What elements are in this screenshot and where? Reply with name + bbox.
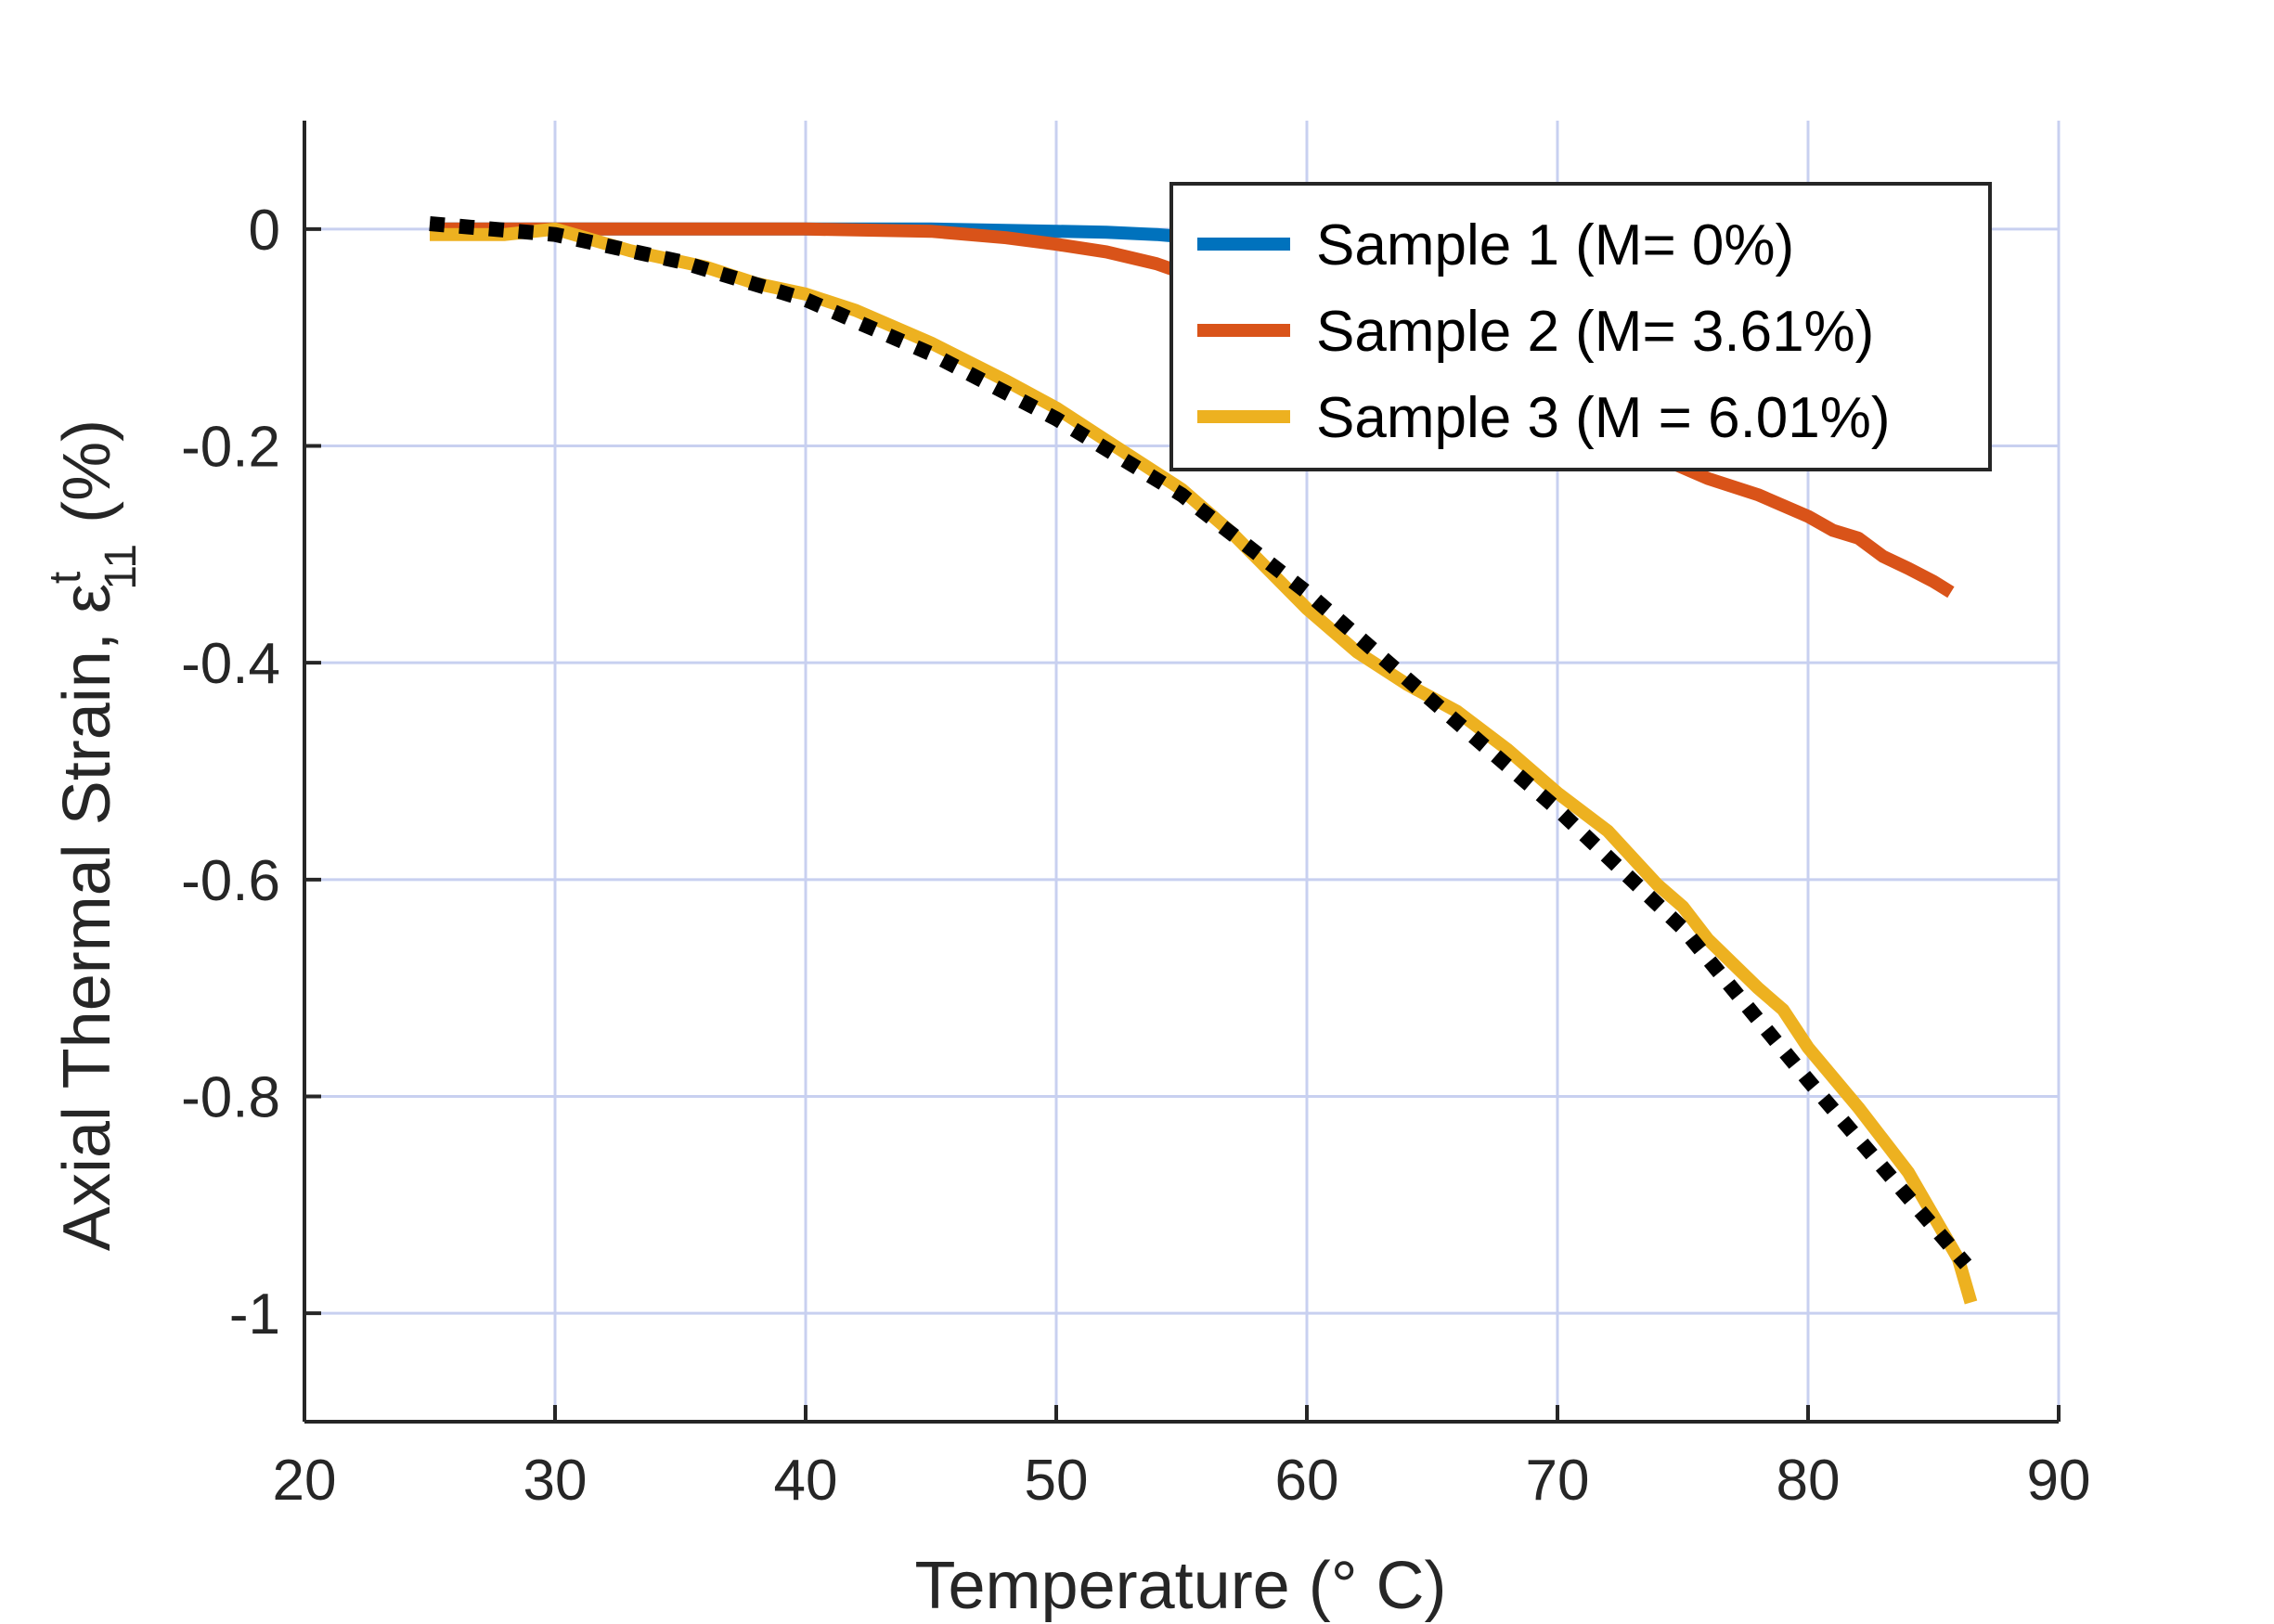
tick-labels: 20 30 40 50 60 70 80 90 0 -0.2 -0.4 -0.6 -0.8 -1: [181, 199, 2090, 1513]
axes: [303, 121, 2061, 1424]
legend-label-3: Sample 3 (M = 6.01%): [1316, 386, 1891, 450]
legend-label-1: Sample 1 (M= 0%): [1316, 213, 1794, 277]
y-tick-label: -0.2: [181, 416, 280, 480]
y-axis-title-sub: 11: [97, 544, 146, 590]
y-axis-title-main: Axial Thermal Strain, ε: [50, 584, 124, 1251]
x-tick-label: 90: [2027, 1449, 2091, 1513]
y-axis-title-sup: t: [41, 572, 90, 584]
legend-label-2: Sample 2 (M= 3.61%): [1316, 300, 1874, 364]
x-tick-label: 50: [1025, 1449, 1089, 1513]
y-axis-title-unit: (%): [50, 419, 124, 523]
x-axis-title: Temperature (° C): [915, 1549, 1447, 1623]
legend-box: [1169, 182, 1992, 471]
y-tick-label: -0.8: [181, 1066, 280, 1130]
fit-line-dotted: [429, 216, 1972, 1270]
x-tick-label: 40: [774, 1449, 838, 1513]
x-tick-label: 80: [1777, 1449, 1841, 1513]
y-axis-title: Axial Thermal Strain, εt 11 (%): [41, 419, 146, 1251]
y-tick-label: -0.6: [181, 849, 280, 913]
x-tick-label: 20: [273, 1449, 337, 1513]
y-tick-label: -1: [229, 1282, 280, 1347]
x-tick-label: 60: [1275, 1449, 1339, 1513]
x-tick-label: 70: [1526, 1449, 1590, 1513]
x-tick-label: 30: [523, 1449, 588, 1513]
y-tick-label: -0.4: [181, 632, 280, 696]
legend: Sample 1 (M= 0%) Sample 2 (M= 3.61%) Sam…: [1169, 182, 1992, 471]
y-tick-label: 0: [249, 199, 280, 263]
